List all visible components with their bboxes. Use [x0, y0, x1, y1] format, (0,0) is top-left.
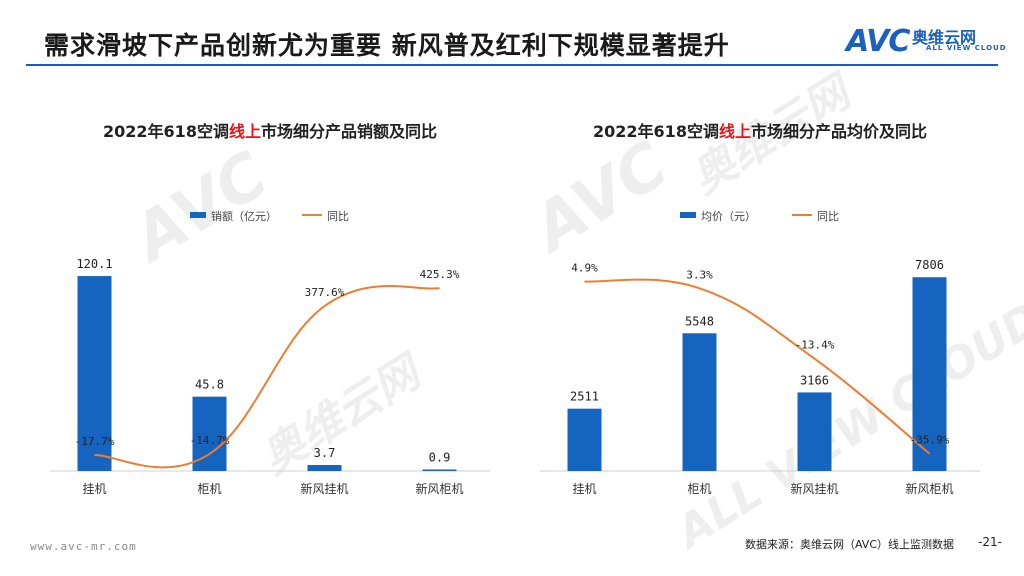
logo-cn: 奥维云网: [912, 28, 977, 47]
bar-value-label: 7806: [915, 258, 944, 272]
category-tick-label: 挂机: [572, 482, 596, 496]
bar: [192, 396, 227, 471]
bar-value-label: 5548: [685, 314, 714, 328]
line-value-label: -13.4%: [795, 339, 835, 352]
page-number: -21-: [978, 535, 1002, 549]
legend-bar-swatch: [190, 212, 206, 218]
bar: [567, 408, 602, 471]
chart-title-highlight: 线上: [228, 122, 261, 141]
bar-value-label: 45.8: [195, 378, 224, 392]
page-title: 需求滑坡下产品创新尤为重要 新风普及红利下规模显著提升: [44, 31, 730, 60]
bar: [912, 277, 947, 471]
bar: [422, 469, 457, 471]
legend-line-label: 同比: [327, 210, 349, 223]
sales-chart: 销额（亿元） 同比 120.1 挂机 45.8 柜机 3.7 新风挂机 0.9 新风柜机 -17.7…: [50, 209, 490, 496]
category-tick-label: 新风柜机: [905, 481, 953, 496]
header-divider: [26, 64, 998, 66]
line-value-label: 4.9%: [571, 262, 598, 275]
chart-title: 2022年618空调线上市场细分产品销额及同比: [40, 118, 500, 142]
bar: [77, 276, 112, 471]
category-tick-label: 新风挂机: [300, 481, 348, 496]
category-tick-label: 新风挂机: [790, 481, 838, 496]
line-value-label: -14.7%: [190, 434, 230, 447]
bar: [797, 392, 832, 471]
footer-url: www.avc-mr.com: [30, 540, 137, 553]
chart-title: 2022年618空调线上市场细分产品均价及同比: [530, 118, 990, 142]
chart-title-prefix: 2022年618空调: [103, 122, 229, 141]
line-value-label: 425.3%: [420, 268, 460, 281]
chart-title-suffix: 市场细分产品均价及同比: [750, 122, 927, 141]
category-tick-label: 柜机: [687, 482, 711, 496]
price-chart: 均价（元） 同比 2511 挂机 5548 柜机 3166 新风挂机 7806 新风柜机 4.9% 3…: [540, 210, 980, 496]
category-tick-label: 新风柜机: [415, 481, 463, 496]
chart-legend: 均价（元） 同比: [680, 210, 839, 223]
category-tick-label: 挂机: [82, 482, 106, 496]
yoy-line: [94, 285, 440, 469]
line-value-label: -35.9%: [910, 434, 950, 447]
chart-legend: 销额（亿元） 同比: [190, 209, 349, 223]
legend-bar-label: 均价（元）: [701, 210, 756, 223]
line-value-label: -17.7%: [75, 435, 115, 448]
category-tick-label: 柜机: [197, 482, 221, 496]
bar-value-label: 0.9: [429, 451, 451, 465]
brand-logo: AVC 奥维云网 ALL VIEW CLOUD: [846, 22, 1007, 59]
bar-value-label: 3166: [800, 373, 829, 387]
legend-bar-swatch: [680, 212, 696, 218]
bar-value-label: 120.1: [76, 257, 112, 271]
bar-value-label: 2511: [570, 390, 599, 404]
bar: [682, 333, 717, 471]
legend-line-label: 同比: [817, 210, 839, 223]
line-value-label: 377.6%: [305, 286, 345, 299]
chart-title-highlight: 线上: [718, 122, 751, 141]
yoy-line: [584, 278, 931, 455]
chart-title-suffix: 市场细分产品销额及同比: [260, 122, 437, 141]
logo-mark: AVC: [846, 24, 910, 59]
data-source-note: 数据来源：奥维云网（AVC）线上监测数据: [744, 538, 954, 551]
logo-en: ALL VIEW CLOUD: [926, 44, 1007, 52]
bar: [307, 464, 342, 471]
sales-chart-panel: 2022年618空调线上市场细分产品销额及同比 销额（亿元） 同比 120.1 挂机 4…: [40, 110, 500, 510]
legend-bar-label: 销额（亿元）: [211, 209, 277, 223]
bar-value-label: 3.7: [314, 446, 336, 460]
price-chart-panel: 2022年618空调线上市场细分产品均价及同比 均价（元） 同比 2511 挂机 554…: [530, 110, 990, 510]
chart-title-prefix: 2022年618空调: [593, 122, 719, 141]
line-value-label: 3.3%: [686, 268, 713, 281]
